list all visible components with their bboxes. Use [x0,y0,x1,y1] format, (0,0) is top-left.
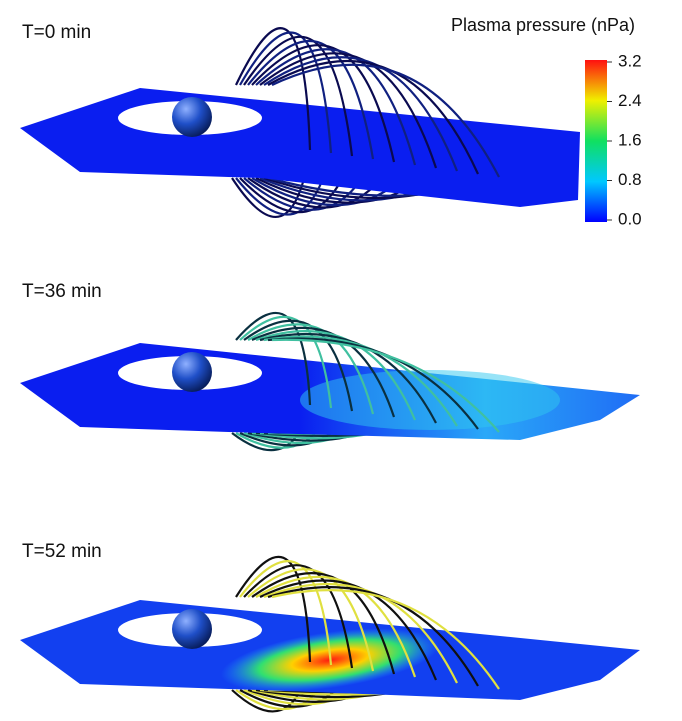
colorbar [585,60,607,222]
earth [172,97,212,137]
earth [172,609,212,649]
colorbar-tick-label: 0.0 [618,209,642,228]
colorbar-tick-label: 0.8 [618,170,642,189]
colorbar-tick-label: 2.4 [618,91,642,110]
figure: T=0 min T=36 min T=52 min Plasma pressur… [0,0,682,721]
colorbar-tick-label: 3.2 [618,51,642,70]
earth [172,352,212,392]
panel-label: T=52 min [22,541,102,562]
colorbar-title: Plasma pressure (nPa) [451,15,635,35]
panel-label: T=0 min [22,22,91,43]
panel-label: T=36 min [22,281,102,302]
scenes [20,28,640,711]
colorbar-tick-label: 1.6 [618,130,642,149]
